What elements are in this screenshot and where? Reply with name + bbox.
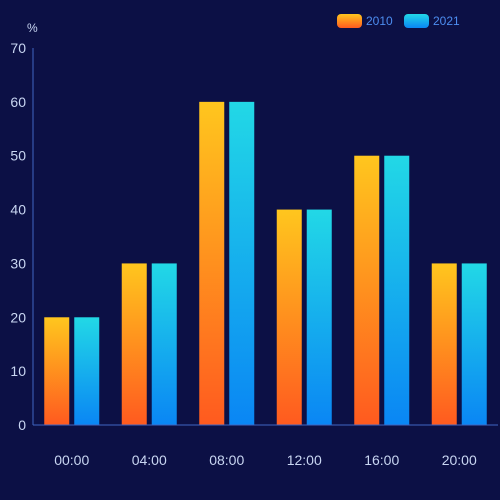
x-tick-label: 12:00 (287, 452, 322, 468)
bar-2010-1200 (276, 209, 302, 425)
bar-2021-1200 (306, 209, 332, 425)
x-tick-label: 16:00 (364, 452, 399, 468)
legend-swatch-2010[interactable] (337, 14, 362, 28)
x-tick-label: 00:00 (54, 452, 89, 468)
legend-label-2010[interactable]: 2010 (366, 14, 393, 28)
x-tick-label: 20:00 (442, 452, 477, 468)
y-axis-ticks: 0 10 20 30 40 50 60 70 (10, 40, 26, 433)
bar-2021-0400 (151, 263, 177, 425)
y-tick-label: 40 (10, 202, 26, 218)
x-axis-ticks: 00:00 04:00 08:00 12:00 16:00 20:00 (54, 452, 477, 468)
bar-2010-0800 (199, 101, 225, 425)
legend-label-2021[interactable]: 2021 (433, 14, 460, 28)
bar-2021-0000 (74, 317, 100, 425)
bar-2010-0400 (121, 263, 147, 425)
bar-2021-1600 (384, 155, 410, 425)
y-axis-unit-label: % (27, 21, 38, 35)
bars (44, 101, 487, 425)
y-tick-label: 70 (10, 40, 26, 56)
bar-2021-2000 (461, 263, 487, 425)
y-tick-label: 20 (10, 309, 26, 325)
x-tick-label: 04:00 (132, 452, 167, 468)
bar-2010-1600 (354, 155, 380, 425)
bar-2021-0800 (229, 101, 255, 425)
y-tick-label: 10 (10, 363, 26, 379)
y-tick-label: 50 (10, 148, 26, 164)
legend-swatch-2021[interactable] (404, 14, 429, 28)
y-tick-label: 30 (10, 255, 26, 271)
x-tick-label: 08:00 (209, 452, 244, 468)
legend: 2010 2021 (337, 14, 460, 28)
y-tick-label: 60 (10, 94, 26, 110)
y-tick-label: 0 (18, 417, 26, 433)
bar-2010-2000 (431, 263, 457, 425)
bar-2010-0000 (44, 317, 70, 425)
